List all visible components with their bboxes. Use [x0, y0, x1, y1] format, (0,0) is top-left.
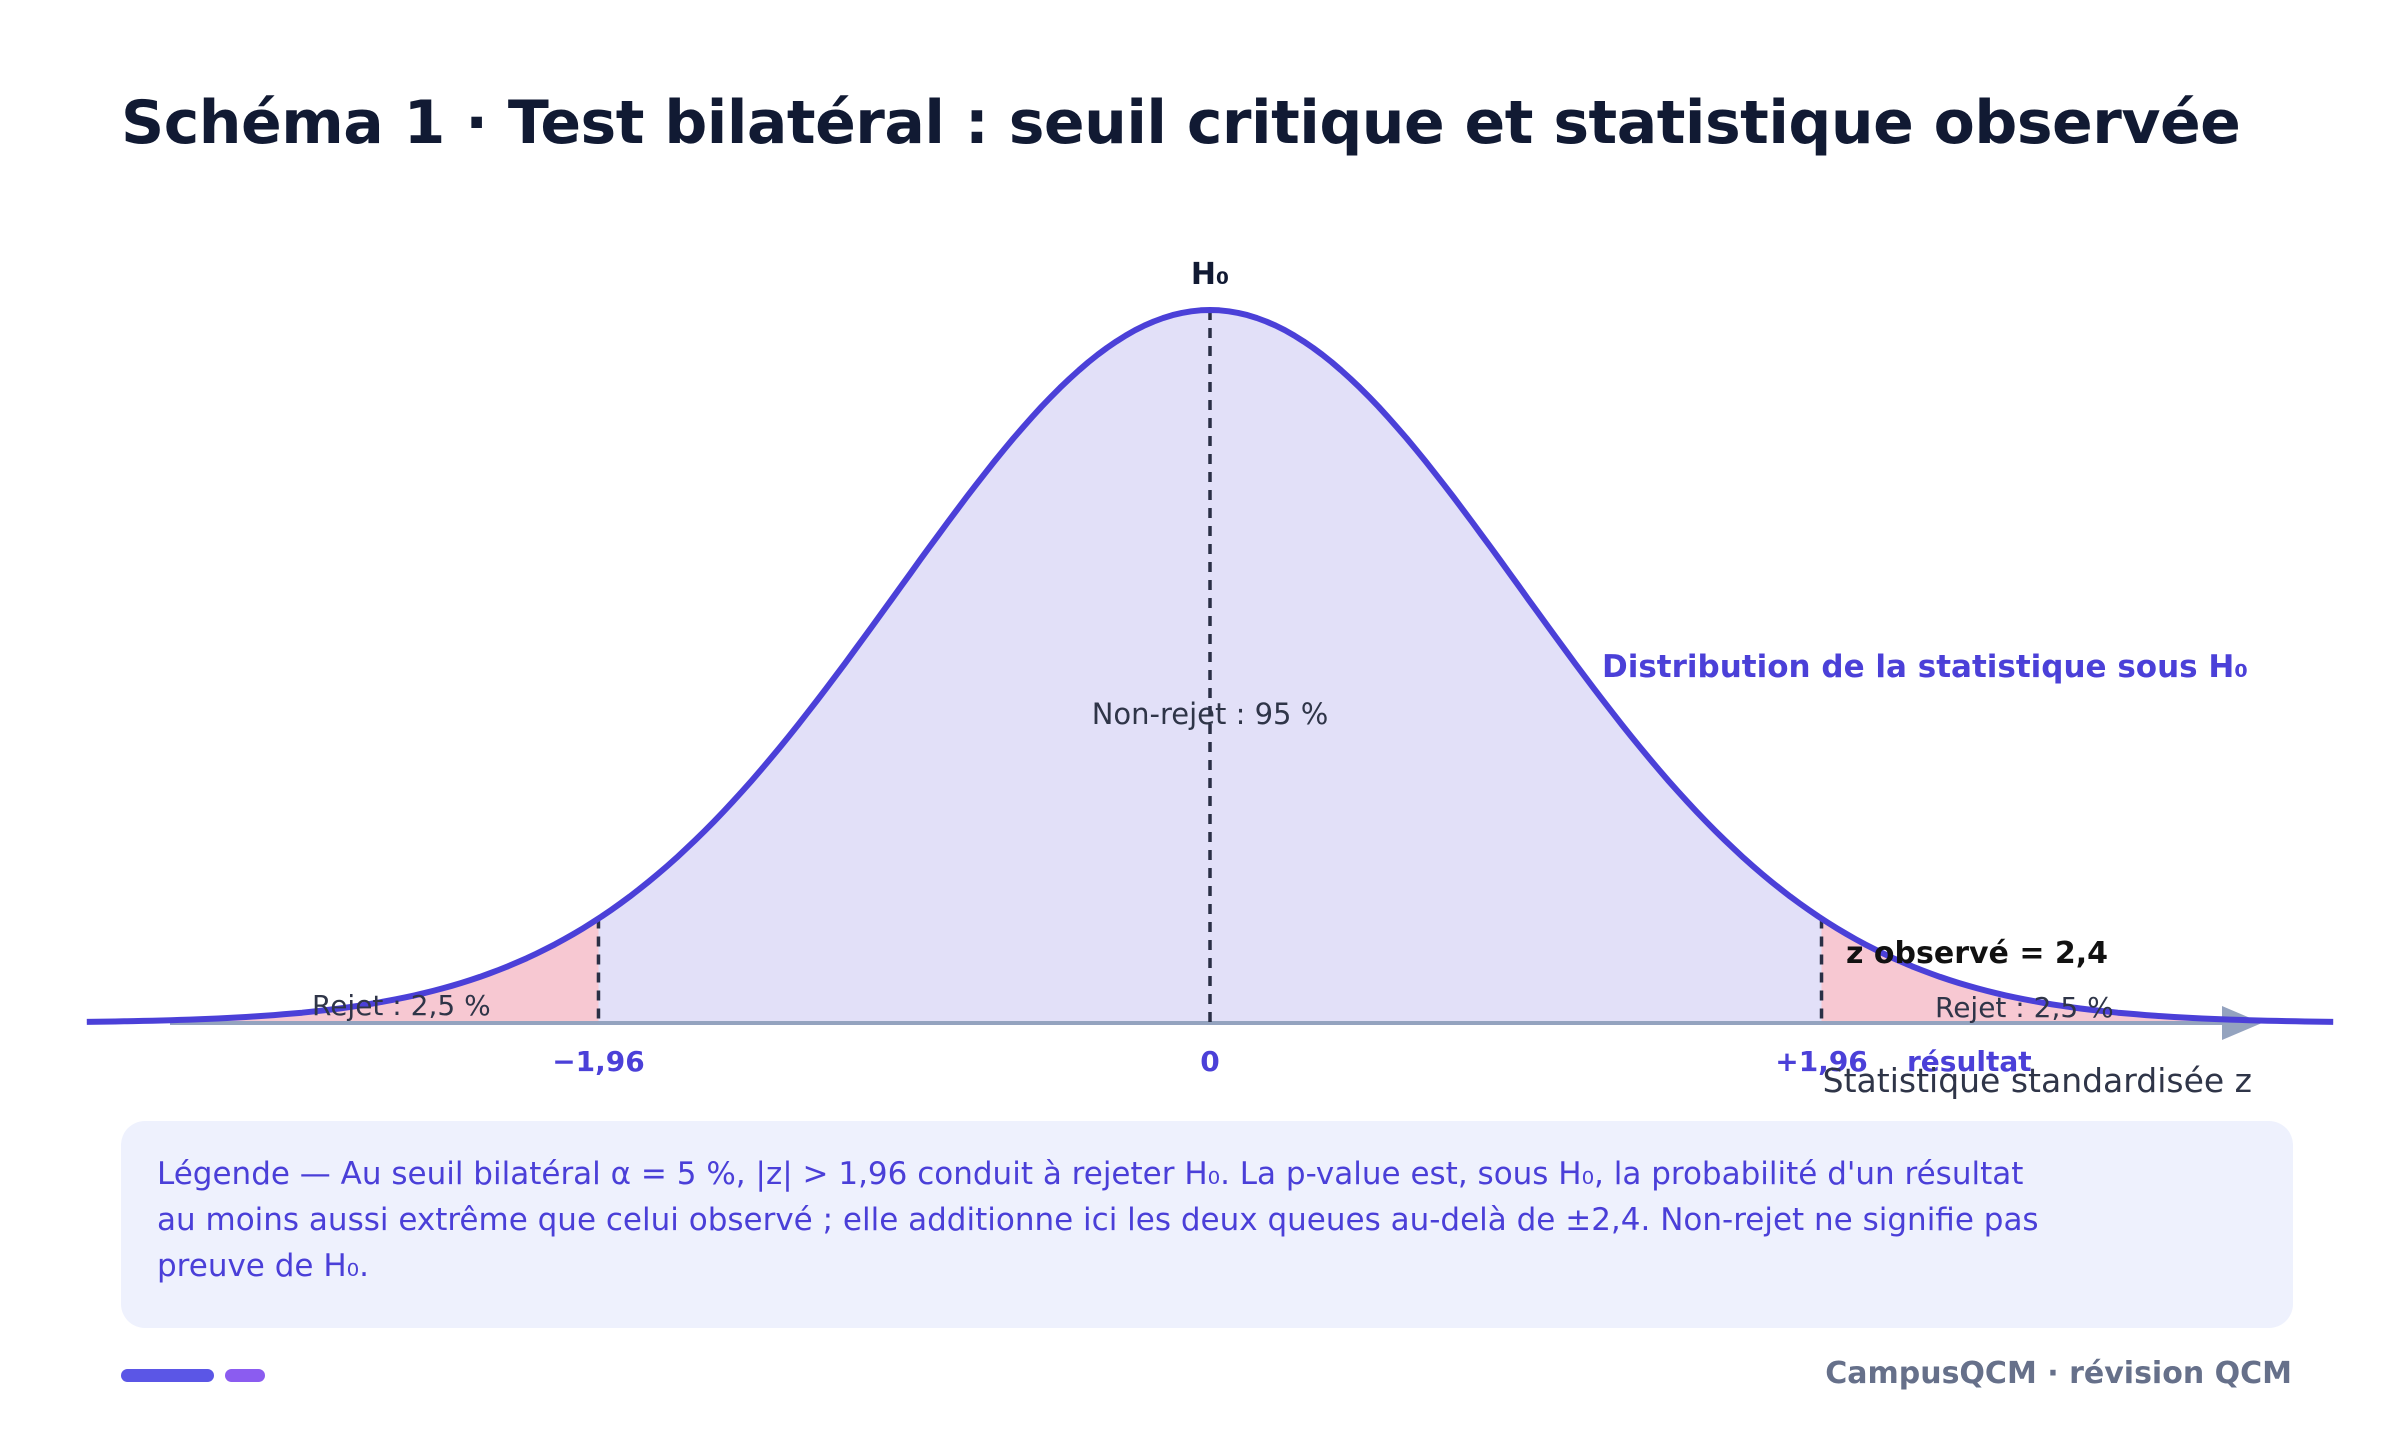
result-label: résultat	[1907, 1045, 2032, 1078]
legend-box: Légende — Au seuil bilatéral α = 5 %, |z…	[121, 1121, 2293, 1328]
density-curve	[86, 307, 2334, 1025]
non-reject-region	[598, 310, 1822, 1023]
page-title: Schéma 1 · Test bilatéral : seuil critiq…	[121, 88, 2241, 158]
reject-region-left	[86, 918, 599, 1023]
axis-title: Statistique standardisée z	[1823, 1061, 2252, 1100]
legend-text: Légende — Au seuil bilatéral α = 5 %, |z…	[157, 1156, 2039, 1284]
reject-region-right	[1821, 918, 2334, 1023]
reject-left-label: Rejet : 2,5 %	[312, 989, 491, 1022]
tick-label-left: −1,96	[552, 1045, 645, 1078]
curve-label: Distribution de la statistique sous H₀	[1602, 649, 2248, 685]
decorative-bar-small	[225, 1369, 265, 1382]
h0-label: H₀	[1191, 257, 1229, 292]
reject-right-label: Rejet : 2,5 %	[1935, 991, 2114, 1024]
non-reject-label: Non-rejet : 95 %	[1092, 697, 1329, 731]
tick-label-right: +1,96	[1775, 1045, 1868, 1078]
tick-label-center: 0	[1200, 1045, 1219, 1078]
observed-statistic-label: z observé = 2,4	[1846, 936, 2108, 971]
axis-arrow-icon	[2222, 1006, 2262, 1040]
normal-distribution-diagram: H₀ Distribution de la statistique sous H…	[86, 257, 2334, 1100]
footer-brand: CampusQCM · révision QCM	[1825, 1356, 2292, 1391]
decorative-bar	[121, 1369, 214, 1382]
